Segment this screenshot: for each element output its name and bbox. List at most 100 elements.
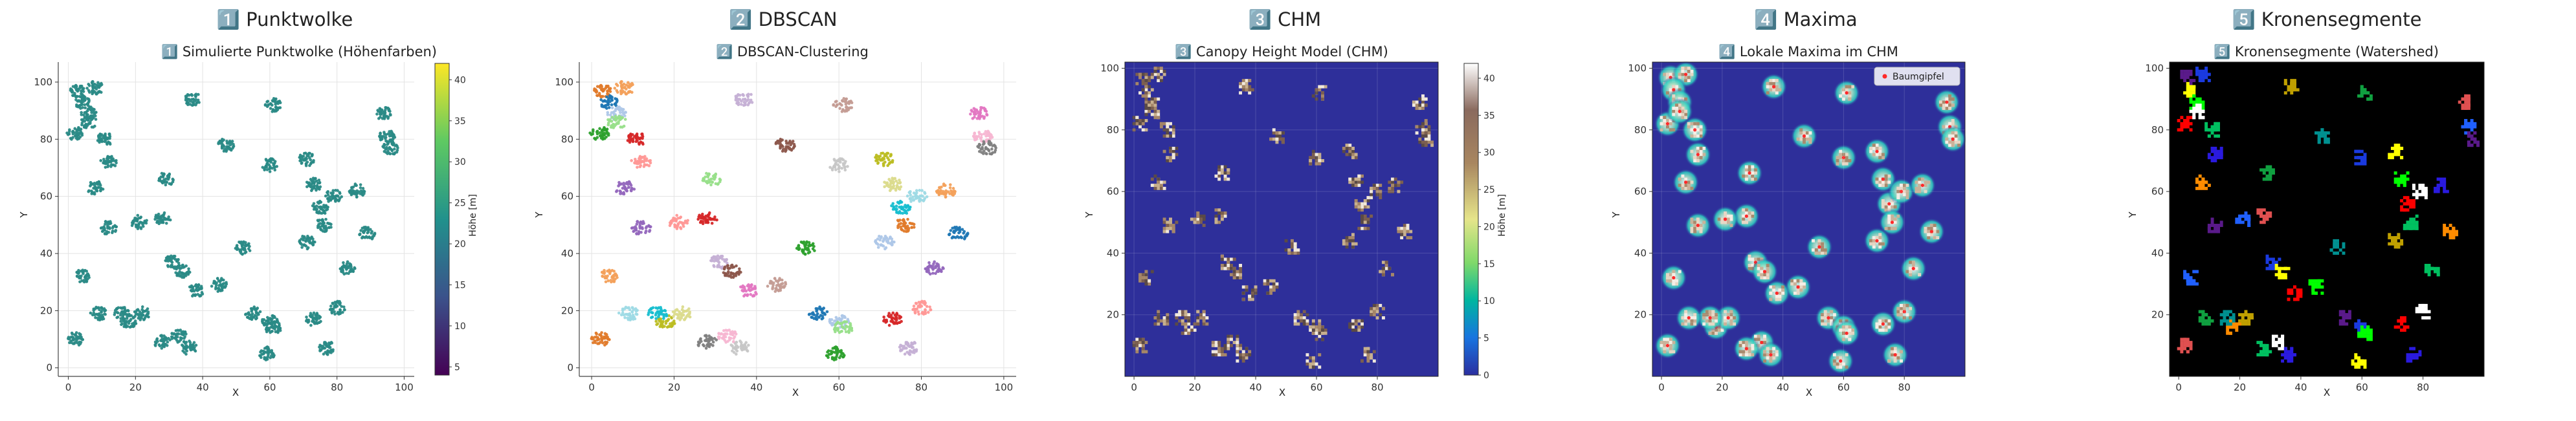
panel-3-heading: 3️⃣ CHM xyxy=(1249,8,1321,30)
scatter-point xyxy=(99,159,103,162)
scatter-point xyxy=(162,345,166,349)
scatter-point xyxy=(76,133,80,137)
scatter-point xyxy=(883,234,887,238)
crown-pixel xyxy=(1169,149,1172,153)
scatter-point xyxy=(882,319,885,323)
scatter-point xyxy=(383,132,386,136)
scatter-point xyxy=(71,132,75,136)
crown-pixel xyxy=(1175,146,1179,150)
scatter-point xyxy=(267,353,270,356)
scatter-point xyxy=(98,90,101,94)
scatter-point xyxy=(87,275,91,279)
scatter-point xyxy=(303,158,307,161)
crown-pixel xyxy=(1169,217,1172,221)
crown-pixel xyxy=(1175,221,1179,224)
scatter-point xyxy=(593,136,596,140)
scatter-point xyxy=(595,129,599,133)
scatter-point xyxy=(309,323,313,327)
scatter-point xyxy=(835,353,839,356)
scatter-point xyxy=(196,293,200,296)
scatter-point xyxy=(100,230,104,233)
crown-pixel xyxy=(1196,221,1200,224)
scatter-point xyxy=(177,264,181,268)
tree-cluster xyxy=(153,211,172,226)
scatter-point xyxy=(746,293,749,297)
scatter-point xyxy=(874,240,877,243)
scatter-point xyxy=(360,193,364,196)
scatter-point xyxy=(350,268,353,272)
scatter-point xyxy=(718,180,722,184)
crown-pixel xyxy=(1360,217,1364,221)
scatter-point xyxy=(632,226,636,230)
crown-pixel xyxy=(1162,149,1166,153)
scatter-point xyxy=(838,170,841,173)
scatter-point xyxy=(891,243,894,246)
scatter-point xyxy=(731,333,735,337)
scatter-point xyxy=(927,268,930,272)
scatter-point xyxy=(326,193,330,197)
scatter-point xyxy=(682,310,685,314)
scatter-point xyxy=(929,308,932,312)
scatter-point xyxy=(370,237,374,241)
scatter-point xyxy=(386,116,390,120)
scatter-point xyxy=(102,157,105,161)
scatter-point xyxy=(78,132,82,135)
scatter-point xyxy=(627,81,630,84)
crown-pixel xyxy=(1232,273,1236,277)
crown-pixel xyxy=(1159,125,1163,129)
scatter-point xyxy=(832,165,836,169)
scatter-point xyxy=(606,102,610,106)
crown-pixel xyxy=(1366,196,1370,200)
y-tick-label: 80 xyxy=(561,133,573,145)
scatter-point xyxy=(305,237,308,241)
scatter-point xyxy=(889,182,893,186)
scatter-point xyxy=(937,190,940,193)
scatter-point xyxy=(882,164,885,167)
scatter-point xyxy=(91,81,94,84)
scatter-point xyxy=(192,341,196,344)
crown-pixel xyxy=(1144,94,1148,98)
scatter-point xyxy=(377,109,380,113)
crown-pixel xyxy=(1427,137,1431,141)
scatter-point xyxy=(886,164,889,167)
crown-pixel xyxy=(1220,214,1224,218)
scatter-point xyxy=(80,279,83,283)
scatter-point xyxy=(735,272,738,275)
scatter-point xyxy=(160,218,164,221)
scatter-point xyxy=(595,132,599,136)
scatter-point xyxy=(628,90,632,94)
scatter-point xyxy=(324,194,328,198)
scatter-point xyxy=(941,266,945,270)
scatter-point xyxy=(613,102,617,106)
scatter-point xyxy=(80,98,84,102)
scatter-point xyxy=(675,213,679,217)
crown-pixel xyxy=(1171,230,1175,233)
scatter-point xyxy=(844,99,847,103)
scatter-point xyxy=(730,272,733,275)
crown-pixel xyxy=(1427,131,1431,135)
scatter-point xyxy=(300,243,304,246)
scatter-point xyxy=(907,345,911,349)
panel-1-title: 1️⃣ Simulierte Punktwolke (Höhenfarben) xyxy=(161,43,437,59)
scatter-point xyxy=(134,223,138,226)
scatter-point xyxy=(107,164,110,167)
scatter-point xyxy=(222,282,226,285)
scatter-point xyxy=(92,308,96,312)
tree-cluster xyxy=(264,320,282,334)
scatter-point xyxy=(846,165,849,168)
scatter-point xyxy=(678,216,682,220)
tree-cluster xyxy=(170,329,188,344)
scatter-point xyxy=(590,133,594,136)
crown-pixel xyxy=(1169,221,1172,224)
tree-cluster xyxy=(210,277,228,293)
scatter-point xyxy=(180,343,184,347)
crown-pixel xyxy=(1166,230,1170,233)
scatter-point xyxy=(323,347,327,350)
scatter-point xyxy=(595,91,598,94)
scatter-point xyxy=(847,329,850,333)
crown-pixel xyxy=(1144,107,1148,110)
scatter-point xyxy=(120,322,124,325)
scatter-point xyxy=(191,294,194,298)
crown-pixel xyxy=(1354,184,1358,188)
scatter-point xyxy=(391,152,395,156)
